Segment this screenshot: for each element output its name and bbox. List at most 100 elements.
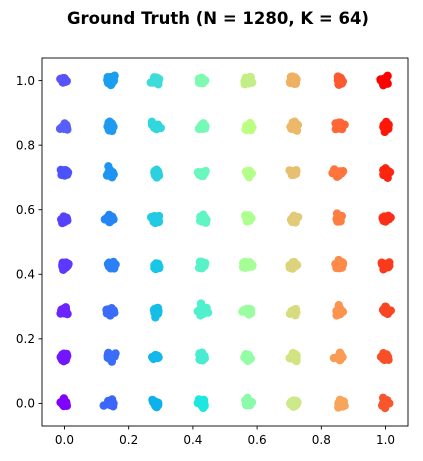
data-point <box>104 260 113 269</box>
data-point <box>102 305 111 315</box>
x-axis: 0.0 0.2 0.4 0.6 0.8 1.0 <box>55 426 395 447</box>
x-tick-label: 0.4 <box>183 433 202 447</box>
data-point <box>153 303 163 313</box>
cluster-13 <box>102 162 118 182</box>
cluster-2 <box>56 303 72 319</box>
data-point <box>196 170 206 179</box>
cluster-46 <box>286 117 303 135</box>
data-point <box>150 170 160 180</box>
data-point <box>60 304 69 313</box>
data-point <box>198 122 207 132</box>
cluster-points <box>55 71 395 413</box>
data-point <box>151 264 160 273</box>
data-point <box>149 215 158 224</box>
y-tick-label: 0.4 <box>16 268 35 282</box>
data-point <box>288 260 298 270</box>
cluster-50 <box>332 301 348 320</box>
cluster-63 <box>376 71 392 90</box>
cluster-31 <box>194 73 210 88</box>
data-point <box>197 348 207 357</box>
data-point <box>110 308 119 317</box>
data-point <box>334 170 343 180</box>
cluster-33 <box>240 349 255 366</box>
data-point <box>378 354 388 364</box>
data-point <box>103 72 112 82</box>
cluster-45 <box>285 165 301 180</box>
cluster-20 <box>146 211 164 228</box>
cluster-53 <box>328 165 348 181</box>
cluster-54 <box>331 118 349 134</box>
data-point <box>105 354 114 363</box>
data-point <box>148 398 158 407</box>
data-point <box>56 74 65 84</box>
data-point <box>380 399 389 408</box>
data-point <box>57 398 67 408</box>
data-point <box>379 305 388 314</box>
cluster-5 <box>56 165 73 180</box>
data-point <box>59 124 69 133</box>
cluster-10 <box>102 304 119 320</box>
y-tick-label: 0.6 <box>16 203 35 217</box>
x-tick-label: 0.2 <box>119 433 138 447</box>
data-point <box>107 119 117 129</box>
cluster-55 <box>333 72 348 89</box>
cluster-26 <box>193 299 213 320</box>
cluster-56 <box>377 393 394 413</box>
y-tick-label: 0.2 <box>16 332 35 346</box>
x-tick-label: 0.6 <box>248 433 267 447</box>
cluster-30 <box>194 119 210 134</box>
data-point <box>150 122 159 131</box>
data-point <box>335 121 345 131</box>
data-point <box>287 122 297 131</box>
data-point <box>245 77 255 87</box>
y-tick-label: 0.0 <box>16 397 35 411</box>
cluster-52 <box>332 209 347 226</box>
cluster-40 <box>285 396 302 411</box>
cluster-4 <box>56 212 72 228</box>
data-point <box>288 307 298 316</box>
cluster-9 <box>103 348 120 366</box>
cluster-57 <box>376 348 393 365</box>
axes-frame <box>41 57 409 427</box>
cluster-59 <box>377 258 394 274</box>
cluster-21 <box>150 165 164 182</box>
data-point <box>200 400 209 409</box>
cluster-58 <box>378 302 395 319</box>
data-point <box>243 122 252 131</box>
cluster-35 <box>238 257 257 273</box>
cluster-61 <box>379 164 395 182</box>
data-point <box>62 168 72 177</box>
cluster-18 <box>149 303 163 322</box>
data-point <box>380 77 389 87</box>
data-point <box>285 166 294 175</box>
cluster-44 <box>286 211 303 227</box>
data-point <box>293 397 302 407</box>
data-point <box>245 354 254 363</box>
data-point <box>102 171 112 180</box>
cluster-51 <box>331 255 348 273</box>
cluster-29 <box>193 166 210 181</box>
data-point <box>335 79 344 88</box>
x-tick-label: 0.8 <box>312 433 331 447</box>
cluster-42 <box>285 304 301 320</box>
data-point <box>61 216 70 226</box>
cluster-15 <box>103 71 119 90</box>
cluster-48 <box>334 395 349 412</box>
data-point <box>243 262 253 272</box>
cluster-1 <box>56 349 72 366</box>
cluster-23 <box>146 73 164 89</box>
data-point <box>335 400 344 409</box>
data-point <box>196 307 205 316</box>
data-point <box>285 353 294 363</box>
cluster-32 <box>241 393 257 410</box>
data-point <box>384 167 393 176</box>
cluster-34 <box>238 304 256 319</box>
data-point <box>247 169 257 178</box>
cluster-28 <box>196 210 211 227</box>
x-tick-label: 0.0 <box>55 433 74 447</box>
cluster-27 <box>194 257 210 273</box>
cluster-6 <box>55 119 72 134</box>
cluster-36 <box>240 211 256 226</box>
data-point <box>199 215 208 224</box>
